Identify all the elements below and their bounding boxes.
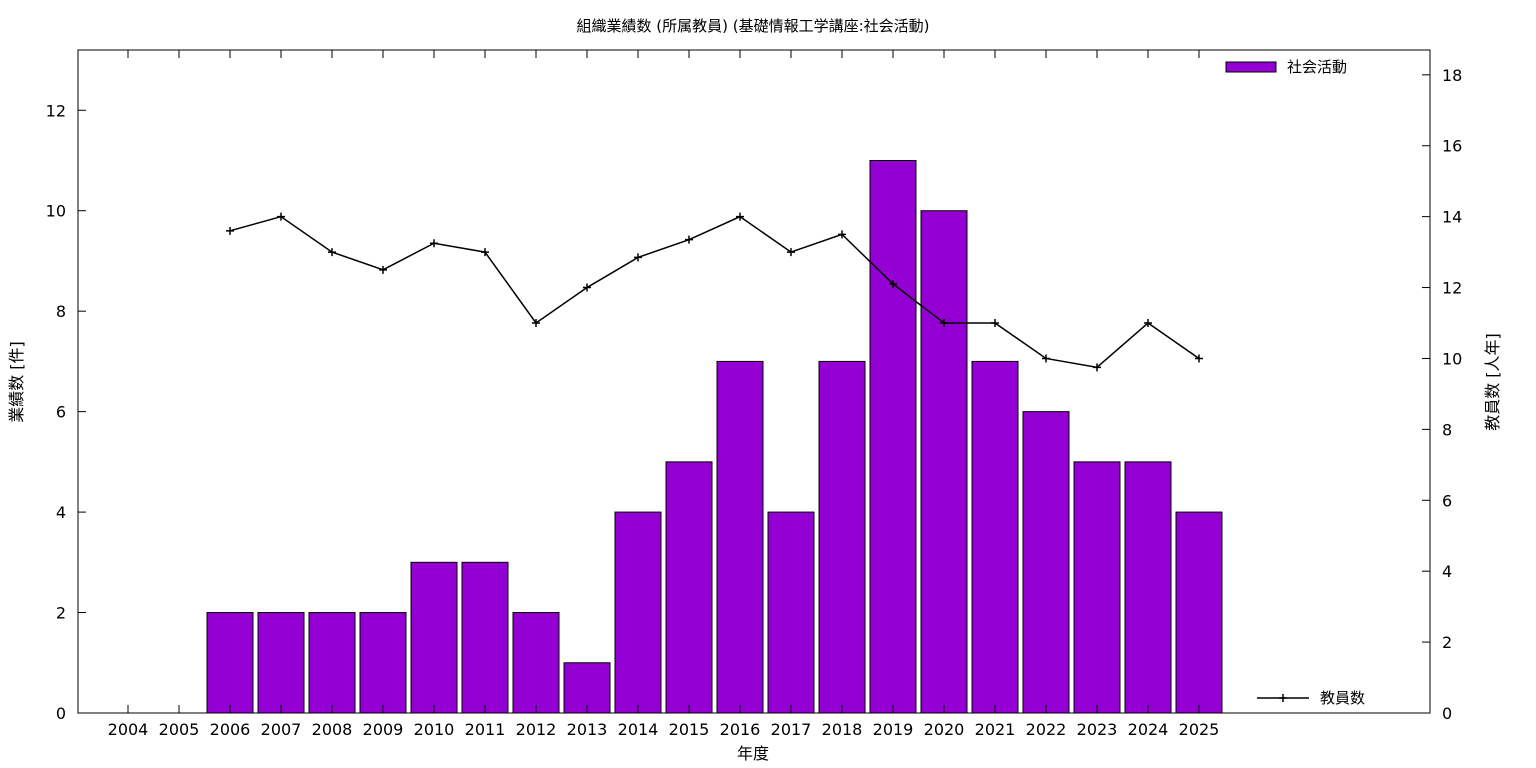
point-2022 — [1042, 354, 1050, 363]
bar-2018 — [818, 360, 866, 714]
x-tick-label-2007: 2007 — [261, 720, 302, 739]
bar-2025 — [1175, 511, 1223, 714]
x-tick-label-2019: 2019 — [873, 720, 914, 739]
y-tick-label-8: 8 — [56, 302, 66, 321]
point-2010 — [430, 239, 438, 248]
bar-2022 — [1022, 411, 1070, 714]
x-tick-label-2012: 2012 — [516, 720, 557, 739]
y-tick-label-2: 2 — [56, 604, 66, 623]
x-tick-label-2013: 2013 — [567, 720, 608, 739]
legend-line-label: 教員数 — [1320, 689, 1365, 707]
x-tick-label-2014: 2014 — [618, 720, 659, 739]
y-axis-label: 業績数 [件] — [7, 341, 26, 423]
y-tick-label-10: 10 — [46, 202, 66, 221]
point-2014 — [634, 253, 642, 262]
x-tick-label-2025: 2025 — [1179, 720, 1220, 739]
bar-2009 — [359, 612, 407, 714]
point-2008 — [328, 248, 336, 257]
y2-tick-label-8: 8 — [1442, 420, 1452, 439]
point-2016 — [736, 212, 744, 221]
point-2006 — [226, 226, 234, 235]
legend-bar: 社会活動 — [1225, 58, 1347, 76]
y-tick-label-0: 0 — [56, 704, 66, 723]
x-tick-label-2004: 2004 — [108, 720, 149, 739]
y2-tick-label-4: 4 — [1442, 562, 1452, 581]
point-2024 — [1144, 319, 1152, 327]
point-2017 — [787, 248, 795, 257]
point-2011 — [481, 248, 489, 257]
legend-bar-label: 社会活動 — [1287, 58, 1347, 76]
y-tick-label-4: 4 — [56, 503, 66, 522]
x-tick-label-2023: 2023 — [1077, 720, 1118, 739]
bar-2023 — [1073, 461, 1121, 714]
bar-2007 — [257, 612, 305, 714]
y2-tick-label-2: 2 — [1442, 633, 1452, 652]
point-2020 — [940, 319, 948, 327]
point-2009 — [379, 265, 387, 274]
x-tick-label-2005: 2005 — [159, 720, 200, 739]
tick-labels-group: 0 2 4 6 8 10 12 0 2 4 6 8 10 12 14 16 18 2004 2005 2006 2007… — [46, 66, 1463, 739]
bar-2016 — [716, 360, 764, 714]
y2-tick-label-6: 6 — [1442, 491, 1452, 510]
x-tick-label-2024: 2024 — [1128, 720, 1169, 739]
point-2018 — [838, 230, 846, 239]
chart-title: 組織業績数 (所属教員) (基礎情報工学講座:社会活動) — [576, 17, 929, 35]
x-tick-label-2018: 2018 — [822, 720, 863, 739]
x-tick-label-2010: 2010 — [414, 720, 455, 739]
y2-axis-label: 教員数 [人年] — [1483, 333, 1502, 431]
bar-2019 — [869, 160, 917, 714]
bar-2006 — [206, 612, 254, 714]
point-2012 — [532, 319, 540, 327]
y2-tick-label-0: 0 — [1442, 704, 1452, 723]
legend-line: 教員数 — [1257, 689, 1365, 707]
legend-bar-swatch — [1225, 61, 1277, 73]
bar-2015 — [665, 461, 713, 714]
y-tick-label-12: 12 — [46, 101, 66, 120]
x-tick-label-2020: 2020 — [924, 720, 965, 739]
point-2013 — [583, 283, 591, 292]
x-tick-label-2017: 2017 — [771, 720, 812, 739]
x-tick-label-2011: 2011 — [465, 720, 506, 739]
x-tick-label-2009: 2009 — [363, 720, 404, 739]
x-tick-label-2006: 2006 — [210, 720, 251, 739]
point-2007 — [277, 212, 285, 221]
bar-2011 — [461, 561, 509, 714]
x-tick-label-2016: 2016 — [720, 720, 761, 739]
point-2025 — [1195, 354, 1203, 363]
x-tick-label-2015: 2015 — [669, 720, 710, 739]
bar-2017 — [767, 511, 815, 714]
y-tick-label-6: 6 — [56, 403, 66, 422]
bar-2024 — [1124, 461, 1172, 714]
point-2021 — [991, 319, 999, 327]
y2-tick-label-12: 12 — [1442, 279, 1462, 298]
y2-tick-label-16: 16 — [1442, 137, 1462, 156]
y2-tick-label-10: 10 — [1442, 349, 1462, 368]
y2-tick-label-14: 14 — [1442, 208, 1462, 227]
point-2019 — [889, 280, 897, 288]
line-group — [226, 212, 1203, 372]
x-tick-label-2008: 2008 — [312, 720, 353, 739]
teacher-count-line — [229, 215, 1200, 369]
x-tick-label-2021: 2021 — [975, 720, 1016, 739]
x-axis-label: 年度 — [737, 744, 769, 763]
x-tick-label-2022: 2022 — [1026, 720, 1067, 739]
point-2015 — [685, 235, 693, 244]
ticks-group — [78, 50, 1430, 714]
bar-2014 — [614, 511, 662, 714]
y2-tick-label-18: 18 — [1442, 66, 1462, 85]
bar-2021 — [971, 360, 1019, 714]
bar-2010 — [410, 561, 458, 714]
point-2023 — [1093, 363, 1101, 372]
bar-2020 — [920, 210, 968, 714]
bar-2008 — [308, 612, 356, 714]
bars-group — [206, 160, 1223, 714]
bar-2012 — [512, 612, 560, 714]
